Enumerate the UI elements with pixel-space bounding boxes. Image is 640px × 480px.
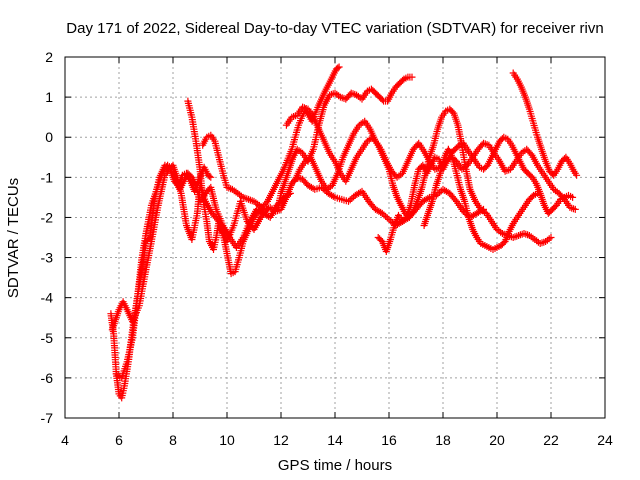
x-tick-label: 10: [219, 432, 235, 448]
data-point-markers: [374, 133, 577, 255]
x-tick-label: 4: [61, 432, 69, 448]
y-tick-label: -5: [41, 330, 54, 346]
x-tick-label: 24: [597, 432, 613, 448]
y-axis-label: SDTVAR / TECUs: [5, 178, 22, 298]
y-axis-ticks: -7 -6 -5 -4 -3 -2 -1 0 1 2: [41, 49, 605, 426]
x-tick-label: 8: [169, 432, 177, 448]
series-arc-11: [509, 69, 581, 179]
x-tick-label: 16: [381, 432, 397, 448]
chart-title: Day 171 of 2022, Sidereal Day-to-day VTE…: [66, 20, 603, 37]
x-tick-label: 12: [273, 432, 289, 448]
x-axis-ticks: 4 6 8 10 12 14 16 18 20 22 24: [61, 57, 613, 448]
y-tick-label: -2: [41, 209, 54, 225]
series-arc-10: [420, 145, 541, 253]
y-tick-label: -4: [41, 290, 54, 306]
y-tick-label: -3: [41, 250, 54, 266]
y-tick-label: 0: [45, 129, 53, 145]
y-tick-label: -1: [41, 169, 54, 185]
x-tick-label: 18: [435, 432, 451, 448]
x-tick-label: 22: [543, 432, 559, 448]
y-tick-label: 1: [45, 89, 53, 105]
data-point-markers: [509, 69, 581, 179]
y-tick-label: -6: [41, 370, 54, 386]
y-tick-label: 2: [45, 49, 53, 65]
y-tick-label: -7: [41, 410, 54, 426]
x-axis-label: GPS time / hours: [278, 457, 392, 474]
x-tick-label: 6: [115, 432, 123, 448]
x-tick-label: 14: [327, 432, 343, 448]
data-point-markers: [420, 145, 541, 253]
x-tick-label: 20: [489, 432, 505, 448]
series-arc-9: [374, 133, 577, 255]
series-arc-4: [184, 63, 343, 278]
plot-points: [107, 63, 581, 402]
data-point-markers: [184, 63, 343, 278]
